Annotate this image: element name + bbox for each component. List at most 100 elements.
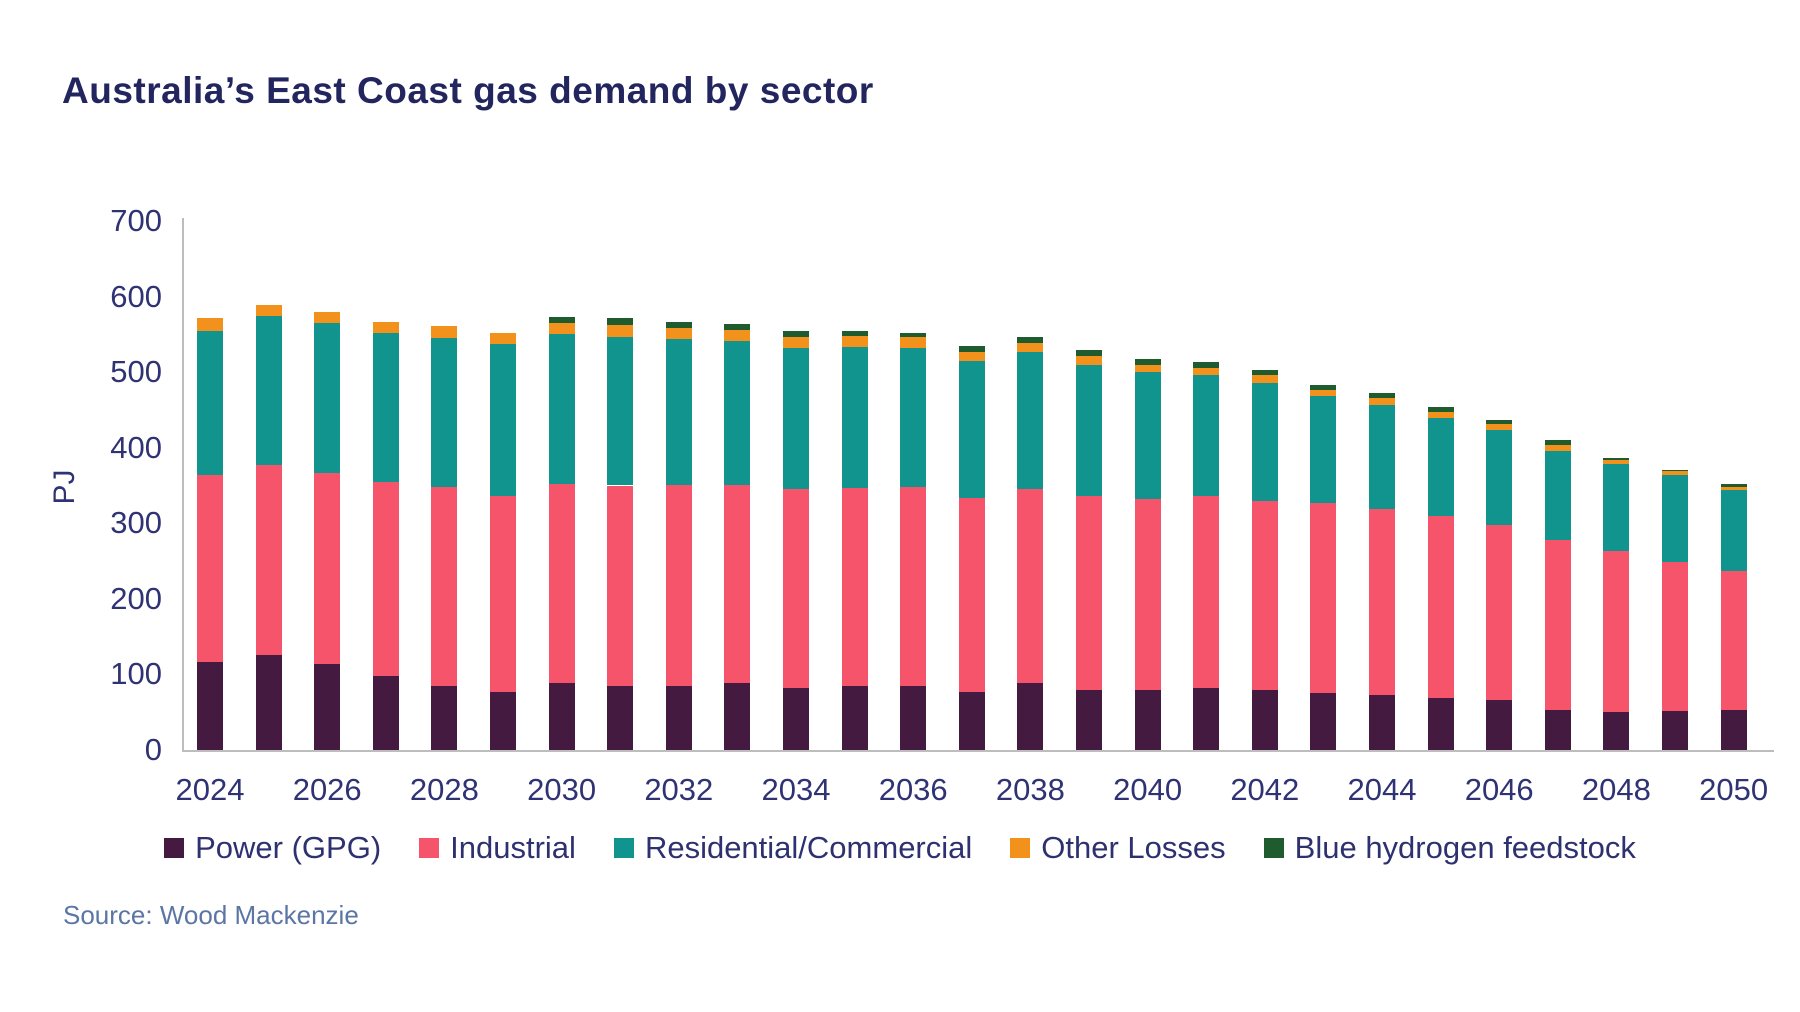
x-tick-label: 2032 xyxy=(644,772,714,807)
bar-segment-2048 xyxy=(1603,457,1630,460)
bar-segment-2036 xyxy=(900,347,927,487)
bar-segment-2037 xyxy=(958,346,985,352)
bar-segment-2045 xyxy=(1427,697,1454,750)
bar-segment-2034 xyxy=(783,336,809,348)
bar-segment-2042 xyxy=(1251,382,1278,501)
bar-segment-2039 xyxy=(1076,496,1102,690)
bar-segment-2032 xyxy=(665,484,692,686)
legend-item-other-losses: Other Losses xyxy=(1010,830,1226,866)
x-tick-label: 2034 xyxy=(761,772,831,807)
x-tick-label: 2026 xyxy=(292,772,362,807)
bar-segment-2033 xyxy=(724,341,751,485)
bar-segment-2031 xyxy=(607,685,634,750)
bar-segment-2027 xyxy=(372,321,399,333)
bar-segment-2049 xyxy=(1662,474,1688,562)
bar-segment-2047 xyxy=(1544,450,1571,540)
bar-segment-2042 xyxy=(1251,690,1278,750)
bar-segment-2037 xyxy=(958,498,985,692)
bar-segment-2044 xyxy=(1369,392,1395,398)
bar-segment-2040 xyxy=(1134,690,1161,750)
bar-segment-2028 xyxy=(431,326,458,339)
y-tick-label: 400 xyxy=(110,429,162,465)
bar-segment-2050 xyxy=(1720,483,1747,487)
bar-segment-2049 xyxy=(1662,469,1688,472)
bar-segment-2037 xyxy=(958,351,985,361)
y-axis-line xyxy=(182,218,184,752)
chart-title: Australia’s East Coast gas demand by sec… xyxy=(62,70,874,111)
bar-segment-2050 xyxy=(1720,487,1747,491)
bar-segment-2038 xyxy=(1017,682,1044,750)
bar-segment-2032 xyxy=(665,321,692,328)
legend-item-residential: Residential/Commercial xyxy=(613,830,972,866)
bar-segment-2025 xyxy=(255,465,282,655)
bar-segment-2030 xyxy=(548,683,575,750)
bar-segment-2046 xyxy=(1486,524,1513,701)
legend-swatch xyxy=(613,838,634,858)
bar-segment-2038 xyxy=(1017,337,1044,343)
bar-segment-2024 xyxy=(197,474,223,662)
bar-segment-2027 xyxy=(372,481,399,676)
bar-segment-2026 xyxy=(314,663,341,750)
bar-segment-2050 xyxy=(1720,709,1747,750)
bar-segment-2031 xyxy=(607,318,634,325)
y-tick-label: 100 xyxy=(110,656,162,692)
bar-segment-2036 xyxy=(900,685,927,750)
bar-segment-2048 xyxy=(1603,551,1630,713)
bar-segment-2047 xyxy=(1544,539,1571,710)
bar-segment-2044 xyxy=(1369,508,1395,695)
bar-segment-2036 xyxy=(900,337,927,348)
bar-segment-2046 xyxy=(1486,429,1513,525)
bar-segment-2036 xyxy=(900,487,927,686)
bar-segment-2031 xyxy=(607,336,634,486)
bar-segment-2043 xyxy=(1310,395,1337,503)
bar-segment-2040 xyxy=(1134,364,1161,373)
y-tick-label: 700 xyxy=(110,203,162,238)
bar-segment-2026 xyxy=(314,323,341,473)
legend-label: Blue hydrogen feedstock xyxy=(1294,830,1636,865)
x-tick-label: 2046 xyxy=(1464,772,1534,807)
bar-segment-2038 xyxy=(1017,342,1044,353)
bar-segment-2031 xyxy=(607,485,634,686)
bar-segment-2039 xyxy=(1076,350,1102,357)
legend-label: Power (GPG) xyxy=(195,830,382,865)
bar-segment-2047 xyxy=(1544,444,1571,451)
bar-segment-2042 xyxy=(1251,375,1278,383)
bar-segment-2034 xyxy=(783,489,809,689)
bar-segment-2045 xyxy=(1427,516,1454,698)
bar-segment-2027 xyxy=(372,332,399,482)
bar-segment-2050 xyxy=(1720,490,1747,571)
bar-segment-2029 xyxy=(490,344,516,497)
bar-segment-2029 xyxy=(490,332,516,345)
legend-swatch xyxy=(1263,838,1284,858)
bar-segment-2024 xyxy=(197,330,223,475)
bar-segment-2045 xyxy=(1427,406,1454,413)
x-tick-label: 2042 xyxy=(1230,772,1300,807)
x-tick-label: 2048 xyxy=(1581,772,1651,807)
bar-segment-2048 xyxy=(1603,712,1630,750)
bar-segment-2030 xyxy=(548,316,575,323)
bar-segment-2041 xyxy=(1193,496,1220,689)
y-tick-label: 300 xyxy=(110,505,162,541)
bar-segment-2045 xyxy=(1427,418,1454,517)
x-tick-label: 2038 xyxy=(995,772,1065,807)
bar-segment-2040 xyxy=(1134,359,1161,365)
bar-segment-2048 xyxy=(1603,463,1630,552)
bar-segment-2045 xyxy=(1427,412,1454,419)
source-note: Source: Wood Mackenzie xyxy=(63,900,359,930)
bar-segment-2026 xyxy=(314,312,341,324)
bar-segment-2032 xyxy=(665,685,692,750)
x-tick-label: 2044 xyxy=(1347,772,1417,807)
bar-segment-2041 xyxy=(1193,367,1220,376)
bar-segment-2041 xyxy=(1193,375,1220,497)
legend-swatch xyxy=(419,838,440,858)
bar-segment-2030 xyxy=(548,333,575,484)
x-tick-label: 2030 xyxy=(527,772,597,807)
legend-swatch xyxy=(1010,838,1031,858)
bar-segment-2035 xyxy=(841,347,868,488)
legend-label: Other Losses xyxy=(1041,830,1226,865)
bar-segment-2043 xyxy=(1310,389,1337,396)
bar-segment-2035 xyxy=(841,335,868,348)
bar-segment-2041 xyxy=(1193,688,1220,750)
bar-segment-2041 xyxy=(1193,361,1220,368)
